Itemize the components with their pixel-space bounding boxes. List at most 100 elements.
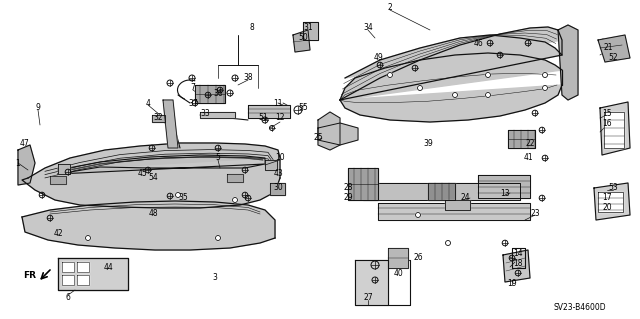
Polygon shape — [270, 183, 285, 195]
Polygon shape — [478, 175, 530, 198]
Text: 6: 6 — [65, 293, 70, 302]
Circle shape — [387, 72, 392, 78]
Text: 3: 3 — [212, 273, 218, 283]
Polygon shape — [62, 262, 74, 272]
Polygon shape — [265, 160, 277, 170]
Polygon shape — [600, 102, 630, 155]
Text: 44: 44 — [103, 263, 113, 272]
Polygon shape — [293, 30, 310, 52]
Text: 35: 35 — [178, 194, 188, 203]
Text: 22: 22 — [525, 138, 535, 147]
Text: 31: 31 — [303, 24, 313, 33]
Polygon shape — [348, 168, 378, 200]
Text: 15: 15 — [602, 108, 612, 117]
Text: 11: 11 — [273, 99, 283, 108]
Text: 23: 23 — [530, 209, 540, 218]
Polygon shape — [598, 35, 630, 62]
Text: FR: FR — [24, 271, 36, 279]
Text: 28: 28 — [343, 183, 353, 192]
Circle shape — [86, 235, 90, 241]
Polygon shape — [58, 164, 265, 174]
Text: 47: 47 — [20, 138, 30, 147]
Circle shape — [445, 241, 451, 246]
Circle shape — [543, 72, 547, 78]
Text: 21: 21 — [604, 43, 612, 53]
Polygon shape — [340, 27, 562, 100]
Text: 38: 38 — [243, 73, 253, 83]
Text: 55: 55 — [298, 103, 308, 113]
Circle shape — [486, 72, 490, 78]
Text: 30: 30 — [273, 183, 283, 192]
Text: 27: 27 — [363, 293, 373, 302]
Text: 42: 42 — [53, 228, 63, 238]
Polygon shape — [227, 174, 243, 182]
Text: 41: 41 — [523, 153, 533, 162]
Text: 37: 37 — [188, 99, 198, 108]
Polygon shape — [428, 183, 455, 200]
Polygon shape — [58, 258, 128, 290]
Text: 7: 7 — [191, 84, 195, 93]
Text: 50: 50 — [298, 33, 308, 42]
Polygon shape — [77, 275, 89, 285]
Text: 4: 4 — [145, 99, 150, 108]
Text: 53: 53 — [608, 183, 618, 192]
Text: 43: 43 — [273, 168, 283, 177]
Circle shape — [452, 93, 458, 98]
Polygon shape — [445, 200, 470, 210]
Text: 25: 25 — [313, 133, 323, 143]
Text: 34: 34 — [363, 24, 373, 33]
Polygon shape — [303, 22, 318, 40]
Text: 39: 39 — [423, 138, 433, 147]
Text: 49: 49 — [373, 54, 383, 63]
Text: 18: 18 — [513, 258, 523, 268]
Circle shape — [417, 85, 422, 91]
Polygon shape — [58, 155, 265, 170]
Text: 12: 12 — [275, 114, 285, 122]
Polygon shape — [58, 164, 70, 174]
Polygon shape — [77, 262, 89, 272]
Text: 2: 2 — [388, 4, 392, 12]
Text: 45: 45 — [138, 168, 148, 177]
Circle shape — [175, 192, 180, 197]
Text: 9: 9 — [36, 103, 40, 113]
Text: 54: 54 — [148, 174, 158, 182]
Text: 19: 19 — [507, 278, 517, 287]
Text: 1: 1 — [15, 159, 20, 167]
Circle shape — [232, 197, 237, 203]
Polygon shape — [604, 112, 624, 148]
Polygon shape — [50, 176, 66, 184]
Polygon shape — [388, 248, 408, 268]
Text: 14: 14 — [513, 249, 523, 257]
Text: 52: 52 — [608, 54, 618, 63]
Text: 32: 32 — [153, 114, 163, 122]
Polygon shape — [363, 183, 520, 200]
Text: 48: 48 — [148, 209, 158, 218]
Text: 26: 26 — [413, 254, 423, 263]
Text: 29: 29 — [343, 194, 353, 203]
Text: 8: 8 — [250, 24, 254, 33]
Text: 24: 24 — [460, 194, 470, 203]
Polygon shape — [503, 250, 530, 282]
Polygon shape — [163, 100, 178, 148]
Text: 17: 17 — [602, 194, 612, 203]
Text: 10: 10 — [275, 153, 285, 162]
Polygon shape — [558, 25, 578, 100]
Polygon shape — [62, 275, 74, 285]
Text: 20: 20 — [602, 204, 612, 212]
Circle shape — [543, 85, 547, 91]
Polygon shape — [195, 85, 225, 103]
Text: 16: 16 — [602, 118, 612, 128]
Text: 13: 13 — [500, 189, 510, 197]
Polygon shape — [378, 203, 530, 220]
Text: 40: 40 — [393, 269, 403, 278]
Text: 5: 5 — [216, 152, 220, 161]
Polygon shape — [318, 123, 358, 145]
Circle shape — [415, 212, 420, 218]
Polygon shape — [18, 145, 35, 185]
Polygon shape — [508, 130, 535, 148]
Text: SV23-B4600D: SV23-B4600D — [554, 303, 606, 313]
Polygon shape — [340, 53, 562, 122]
Polygon shape — [22, 143, 280, 208]
Polygon shape — [248, 105, 290, 118]
Circle shape — [486, 93, 490, 98]
